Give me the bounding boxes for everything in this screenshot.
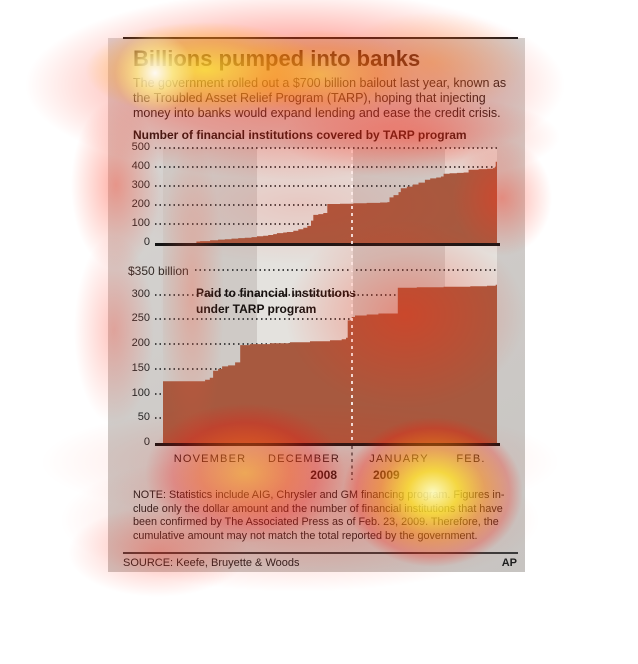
ap-credit: AP (501, 557, 517, 569)
note-line-2: clude only the dollar amount and the num… (133, 502, 503, 515)
intro-line-1: The government rolled out a $700 billion… (133, 76, 507, 90)
ytick-100: 100 (131, 386, 150, 399)
chart1-area (163, 161, 497, 243)
headline: Billions pumped into banks (133, 46, 421, 71)
ytick-200: 200 (131, 198, 150, 210)
note-line-3: been confirmed by The Associated Press a… (133, 516, 499, 528)
ytick-250: 250 (131, 312, 150, 325)
source-rule (123, 552, 518, 554)
month-november: NOVEMBER (173, 453, 247, 465)
intro-line-2: the Troubled Asset Relief Program (TARP)… (133, 91, 486, 105)
note-line-4: cumulative amount may not match the tota… (133, 529, 478, 542)
chart1-baseline (155, 243, 500, 246)
ytick-0: 0 (143, 436, 150, 448)
ytick-100: 100 (131, 217, 150, 229)
chart2-label-line-2: under TARP program (196, 302, 317, 316)
source-text: SOURCE: Keefe, Bruyette & Woods (123, 557, 300, 569)
year-divider-dotted (351, 150, 353, 443)
month-december: DECEMBER (268, 453, 340, 465)
ytick-50: 50 (137, 411, 150, 424)
ytick-150: 150 (131, 361, 150, 374)
ytick-400: 400 (131, 160, 150, 172)
ytick-200: 200 (131, 337, 150, 350)
chart2-label-line-1: Paid to financial institutions (196, 286, 357, 300)
chart1-title: Number of financial institutions covered… (133, 128, 467, 142)
intro-line-3: money into banks would expand lending an… (133, 106, 501, 120)
chart2-baseline (155, 443, 500, 446)
year-2008: 2008 (310, 468, 337, 482)
top-rule (123, 37, 518, 39)
month-february: FEB. (456, 453, 486, 465)
note-line-1: NOTE: Statistics include AIG, Chrysler a… (133, 489, 505, 501)
ytick-300: 300 (131, 179, 150, 191)
ytick-0: 0 (143, 236, 150, 248)
ytick-300: 300 (131, 287, 150, 300)
ytick-500: 500 (131, 141, 150, 153)
chart1-area-shape (163, 161, 497, 243)
year-2009: 2009 (373, 468, 400, 482)
